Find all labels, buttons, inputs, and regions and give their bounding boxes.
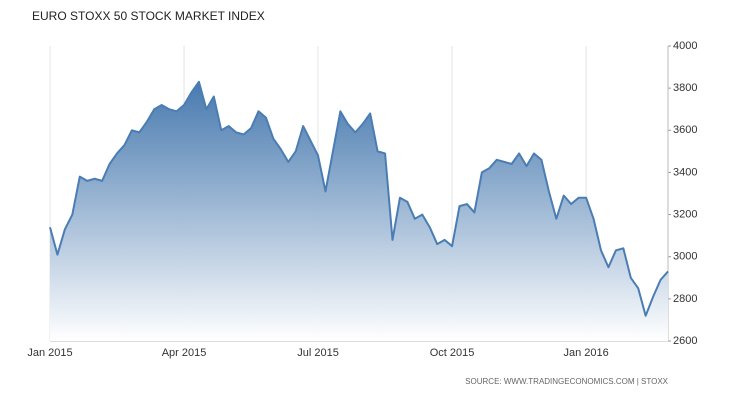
y-tick-label: 3400	[673, 166, 697, 178]
y-tick-label: 2800	[673, 293, 697, 305]
area-line	[49, 80, 669, 317]
y-tick-label: 3600	[673, 124, 697, 136]
y-tick-label: 3000	[673, 251, 697, 263]
x-tick-label: Jan 2016	[563, 347, 608, 359]
area-fill	[50, 81, 668, 341]
y-tick-label: 4000	[673, 40, 697, 52]
y-tick-label: 3800	[673, 82, 697, 94]
x-tick-label: Oct 2015	[430, 347, 475, 359]
chart-title: EURO STOXX 50 STOCK MARKET INDEX	[32, 9, 265, 23]
x-tick-label: Apr 2015	[162, 347, 207, 359]
source-note: SOURCE: WWW.TRADINGECONOMICS.COM | STOXX	[465, 377, 668, 386]
y-tick-label: 2600	[673, 335, 697, 347]
x-tick-label: Jul 2015	[297, 347, 339, 359]
x-tick-label: Jan 2015	[27, 347, 72, 359]
y-tick-label: 3200	[673, 208, 697, 220]
